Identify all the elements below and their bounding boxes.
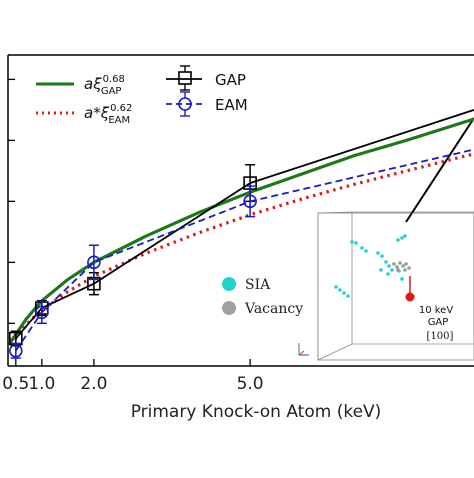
sia-atom bbox=[400, 277, 404, 281]
legend-gap-fit-label: aξ0.68 GAP bbox=[84, 74, 125, 97]
series-line-a-gap-0-68 bbox=[9, 117, 474, 344]
vacancy-atom bbox=[403, 268, 407, 272]
inset-image: 10 keV GAP [100] bbox=[298, 117, 474, 361]
y-axis-ticks bbox=[8, 78, 15, 324]
legend-gap-swatch bbox=[166, 65, 202, 91]
inset-axes-icon bbox=[298, 343, 309, 356]
sia-marker-icon bbox=[222, 277, 236, 291]
inset-box-back-face bbox=[351, 211, 474, 345]
data-point-eam bbox=[9, 343, 23, 358]
sia-atom bbox=[387, 264, 391, 268]
sia-atom bbox=[380, 254, 384, 258]
sia-atom bbox=[390, 268, 394, 272]
defect-legend: SIA Vacancy bbox=[222, 277, 303, 317]
inset-frame bbox=[317, 212, 474, 361]
vacancy-atom bbox=[404, 262, 408, 266]
inset-direction-label: [100] bbox=[427, 331, 454, 342]
data-point-eam bbox=[87, 255, 101, 270]
sia-atom bbox=[376, 251, 380, 255]
legend: aξ0.68 GAP a*ξ0.62 EAM GAP EAM bbox=[36, 65, 248, 126]
sia-atom bbox=[384, 260, 388, 264]
sia-atom bbox=[338, 288, 342, 292]
inset-potential-label: GAP bbox=[428, 317, 449, 328]
x-tick-label: 1.0 bbox=[28, 374, 55, 394]
legend-eam-fit-label: a*ξ0.62 EAM bbox=[84, 103, 132, 126]
sia-atom bbox=[360, 246, 364, 250]
inset-pointer-line bbox=[405, 117, 474, 223]
inset-energy-label: 10 keV bbox=[419, 305, 453, 316]
sia-atom bbox=[379, 268, 383, 272]
vacancy-atom bbox=[398, 261, 402, 265]
sia-atom bbox=[334, 285, 338, 289]
x-tick-label: 2.0 bbox=[80, 374, 107, 394]
sia-atom bbox=[403, 234, 407, 238]
vacancy-atom bbox=[395, 265, 399, 269]
x-axis-label: Primary Knock-on Atom (keV) bbox=[131, 402, 382, 422]
vacancy-atom bbox=[407, 266, 411, 270]
inset-box-edge bbox=[317, 211, 353, 214]
sia-atom bbox=[364, 249, 368, 253]
x-axis-ticks: 0.51.0 2.0 5.0 bbox=[2, 359, 264, 394]
sia-label: SIA bbox=[245, 277, 271, 293]
sia-atom bbox=[346, 294, 350, 298]
legend-gap-label: GAP bbox=[215, 71, 246, 89]
vacancy-atom bbox=[396, 268, 400, 272]
series-layer bbox=[9, 109, 474, 359]
x-tick-label: 0.5 bbox=[2, 374, 29, 394]
vacancy-atom bbox=[392, 262, 396, 266]
vacancy-atom bbox=[401, 264, 405, 268]
vacancy-marker-icon bbox=[222, 301, 236, 315]
legend-eam-swatch bbox=[166, 91, 202, 117]
inset-box-edge bbox=[317, 343, 353, 361]
vacancy-label: Vacancy bbox=[244, 301, 303, 317]
sia-atom bbox=[400, 236, 404, 240]
sia-atom bbox=[396, 238, 400, 242]
data-point-eam bbox=[243, 194, 257, 209]
inset-atom-cluster bbox=[334, 234, 411, 298]
x-tick-label: 5.0 bbox=[237, 374, 264, 394]
sia-atom bbox=[386, 272, 390, 276]
data-point-eam bbox=[35, 305, 49, 320]
pka-atom bbox=[405, 292, 415, 302]
sia-atom bbox=[350, 240, 354, 244]
legend-eam-label: EAM bbox=[215, 96, 248, 114]
sia-atom bbox=[354, 241, 358, 245]
sia-atom bbox=[342, 291, 346, 295]
